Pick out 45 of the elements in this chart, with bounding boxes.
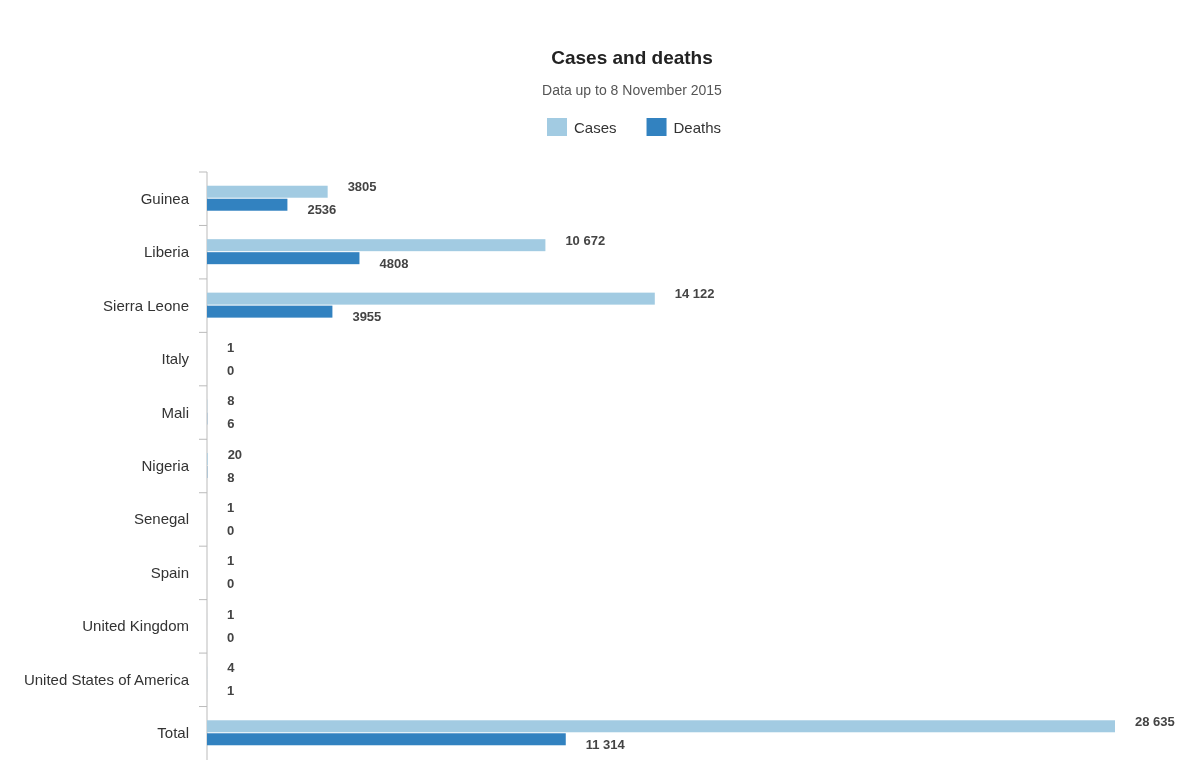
y-tick-label: Liberia: [143, 243, 190, 261]
data-label: 3805: [347, 179, 377, 195]
data-label: 6: [227, 416, 235, 432]
bar: [207, 720, 1115, 733]
y-tick-label: Senegal: [133, 510, 189, 528]
y-tick-label: Guinea: [140, 189, 190, 207]
data-label: 1: [227, 553, 235, 569]
bar: [207, 185, 328, 198]
y-tick-label: Sierra Leone: [103, 296, 189, 314]
data-label: 0: [227, 629, 235, 645]
data-label: 4808: [379, 255, 409, 271]
bar: [207, 198, 288, 211]
bar: [207, 733, 566, 746]
y-tick-label: Mali: [161, 403, 189, 421]
data-label: 10 672: [565, 232, 606, 248]
y-tick-label: Total: [157, 724, 189, 742]
bar: [207, 252, 360, 265]
data-label: 3955: [352, 309, 382, 325]
chart-subtitle: Data up to 8 November 2015: [542, 82, 723, 98]
legend-label: Cases: [574, 119, 617, 136]
y-tick-label: Italy: [161, 350, 190, 368]
data-label: 0: [227, 522, 235, 538]
data-label: 2536: [307, 202, 337, 218]
data-label: 8: [227, 469, 235, 485]
chart-title: Cases and deaths: [551, 47, 713, 68]
data-label: 1: [227, 339, 235, 355]
data-label: 8: [227, 393, 235, 409]
y-tick-label: Nigeria: [141, 457, 190, 474]
y-tick-label: United States of America: [23, 670, 190, 688]
data-label: 1: [227, 606, 235, 622]
data-label: 14 122: [674, 286, 715, 302]
bar: [207, 292, 655, 305]
data-label: 1: [227, 683, 235, 699]
data-label: 28 635: [1135, 713, 1175, 729]
data-label: 11 314: [585, 736, 626, 752]
data-label: 20: [227, 446, 243, 462]
bar: [207, 305, 333, 318]
data-label: 0: [227, 362, 235, 378]
data-label: 1: [227, 499, 235, 515]
bar: [207, 239, 546, 252]
legend-label: Deaths: [673, 119, 722, 136]
y-tick-label: Spain: [150, 563, 189, 581]
data-label: 4: [227, 660, 236, 676]
data-label: 0: [227, 576, 235, 592]
y-tick-label: United Kingdom: [82, 617, 189, 635]
